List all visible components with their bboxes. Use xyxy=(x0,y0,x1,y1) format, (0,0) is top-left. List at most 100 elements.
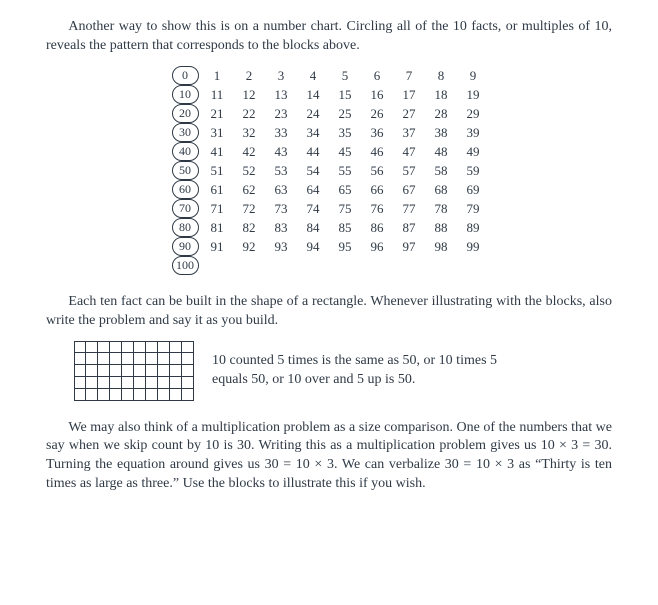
chart-cell: 37 xyxy=(393,123,425,142)
chart-cell: 59 xyxy=(457,161,489,180)
intro-paragraph: Another way to show this is on a number … xyxy=(46,18,612,56)
chart-cell: 100 xyxy=(169,256,201,275)
block-square xyxy=(110,353,122,365)
chart-cell: 3 xyxy=(265,66,297,85)
chart-cell: 5 xyxy=(329,66,361,85)
chart-cell: 81 xyxy=(201,218,233,237)
block-square xyxy=(170,353,182,365)
circled-number: 100 xyxy=(172,256,199,275)
chart-cell: 69 xyxy=(457,180,489,199)
chart-cell: 84 xyxy=(297,218,329,237)
chart-cell: 79 xyxy=(457,199,489,218)
chart-cell: 66 xyxy=(361,180,393,199)
block-square xyxy=(86,365,98,377)
block-square xyxy=(158,389,170,401)
circled-number: 80 xyxy=(172,218,199,237)
block-square xyxy=(158,377,170,389)
chart-cell: 67 xyxy=(393,180,425,199)
block-square xyxy=(110,365,122,377)
chart-cell: 14 xyxy=(297,85,329,104)
block-square xyxy=(170,341,182,353)
block-square xyxy=(74,341,86,353)
block-square xyxy=(98,341,110,353)
chart-cell: 7 xyxy=(393,66,425,85)
chart-cell: 24 xyxy=(297,104,329,123)
chart-cell: 98 xyxy=(425,237,457,256)
block-square xyxy=(170,365,182,377)
chart-cell: 70 xyxy=(169,199,201,218)
chart-cell: 36 xyxy=(361,123,393,142)
chart-cell: 18 xyxy=(425,85,457,104)
block-square xyxy=(74,353,86,365)
block-square xyxy=(146,377,158,389)
chart-cell: 48 xyxy=(425,142,457,161)
chart-cell: 75 xyxy=(329,199,361,218)
block-rectangle xyxy=(74,341,194,401)
chart-cell: 12 xyxy=(233,85,265,104)
block-square xyxy=(98,377,110,389)
chart-cell: 86 xyxy=(361,218,393,237)
chart-cell: 55 xyxy=(329,161,361,180)
block-square xyxy=(98,389,110,401)
chart-cell: 9 xyxy=(457,66,489,85)
chart-cell: 28 xyxy=(425,104,457,123)
circled-number: 40 xyxy=(172,142,199,161)
chart-cell: 83 xyxy=(265,218,297,237)
chart-cell: 19 xyxy=(457,85,489,104)
circled-number: 70 xyxy=(172,199,199,218)
chart-cell: 29 xyxy=(457,104,489,123)
block-square xyxy=(86,341,98,353)
chart-cell: 71 xyxy=(201,199,233,218)
chart-cell: 94 xyxy=(297,237,329,256)
chart-cell: 92 xyxy=(233,237,265,256)
chart-cell: 62 xyxy=(233,180,265,199)
chart-cell: 82 xyxy=(233,218,265,237)
chart-cell: 23 xyxy=(265,104,297,123)
chart-cell: 95 xyxy=(329,237,361,256)
chart-cell: 21 xyxy=(201,104,233,123)
chart-cell: 15 xyxy=(329,85,361,104)
chart-cell: 43 xyxy=(265,142,297,161)
comparison-paragraph: We may also think of a multiplication pr… xyxy=(46,419,612,495)
chart-cell: 32 xyxy=(233,123,265,142)
chart-cell: 54 xyxy=(297,161,329,180)
chart-cell: 50 xyxy=(169,161,201,180)
chart-cell: 72 xyxy=(233,199,265,218)
chart-cell: 17 xyxy=(393,85,425,104)
rectangle-illustration-row: 10 counted 5 times is the same as 50, or… xyxy=(74,341,612,401)
chart-cell: 22 xyxy=(233,104,265,123)
chart-cell: 78 xyxy=(425,199,457,218)
chart-cell: 47 xyxy=(393,142,425,161)
chart-cell: 42 xyxy=(233,142,265,161)
block-square xyxy=(86,377,98,389)
block-square xyxy=(74,377,86,389)
block-square xyxy=(122,365,134,377)
block-square xyxy=(182,377,194,389)
block-square xyxy=(146,353,158,365)
block-square xyxy=(182,353,194,365)
chart-cell: 88 xyxy=(425,218,457,237)
chart-cell: 60 xyxy=(169,180,201,199)
chart-cell: 35 xyxy=(329,123,361,142)
chart-cell: 46 xyxy=(361,142,393,161)
chart-cell: 65 xyxy=(329,180,361,199)
block-square xyxy=(110,389,122,401)
block-square xyxy=(74,389,86,401)
block-square xyxy=(134,389,146,401)
block-square xyxy=(146,365,158,377)
chart-cell: 8 xyxy=(425,66,457,85)
chart-cell: 93 xyxy=(265,237,297,256)
chart-cell: 49 xyxy=(457,142,489,161)
rectangle-intro-paragraph: Each ten fact can be built in the shape … xyxy=(46,293,612,331)
chart-cell: 0 xyxy=(169,66,201,85)
block-square xyxy=(98,365,110,377)
block-square xyxy=(182,389,194,401)
circled-number: 50 xyxy=(172,161,199,180)
circled-number: 60 xyxy=(172,180,199,199)
block-square xyxy=(122,341,134,353)
chart-cell: 38 xyxy=(425,123,457,142)
block-square xyxy=(182,365,194,377)
chart-cell: 99 xyxy=(457,237,489,256)
chart-cell: 91 xyxy=(201,237,233,256)
chart-cell: 58 xyxy=(425,161,457,180)
